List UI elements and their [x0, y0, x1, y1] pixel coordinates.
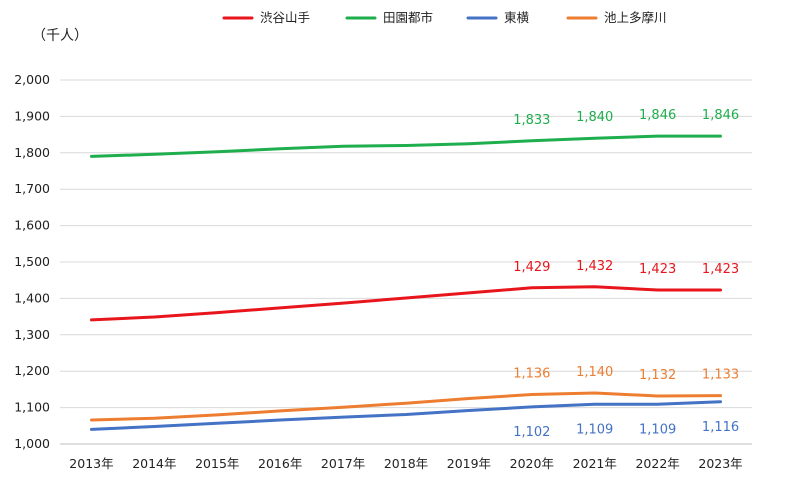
data-labels: 1,429 1,432 1,423 1,423 1,833 1,840 1,846 1,846… — [513, 108, 739, 440]
x-tick-label: 2021年 — [573, 456, 617, 471]
data-label: 1,846 — [639, 108, 676, 123]
y-tick-label: 1,700 — [14, 181, 50, 196]
x-tick-label: 2020年 — [510, 456, 554, 471]
series-line — [90, 285, 722, 322]
x-tick-label: 2014年 — [132, 456, 176, 471]
data-label: 1,840 — [576, 110, 613, 125]
x-tick-label: 2017年 — [321, 456, 365, 471]
data-label: 1,116 — [702, 420, 739, 435]
series-lines — [90, 134, 722, 431]
x-tick-label: 2013年 — [69, 456, 113, 471]
data-label: 1,429 — [513, 260, 550, 275]
legend-label: 渋谷山手 — [260, 10, 310, 25]
data-label: 1,136 — [513, 366, 550, 381]
data-label: 1,423 — [639, 262, 676, 277]
data-label: 1,140 — [576, 365, 613, 380]
y-tick-label: 1,200 — [14, 363, 50, 378]
data-label: 1,109 — [576, 422, 613, 437]
x-tick-label: 2015年 — [195, 456, 239, 471]
legend-label: 池上多摩川 — [604, 10, 667, 25]
y-tick-label: 1,300 — [14, 327, 50, 342]
x-tick-label: 2023年 — [698, 456, 742, 471]
legend-label: 東横 — [504, 10, 530, 25]
y-tick-label: 1,000 — [14, 436, 50, 451]
y-tick-label: 1,600 — [14, 218, 50, 233]
y-tick-label: 1,400 — [14, 290, 50, 305]
x-tick-label: 2022年 — [635, 456, 679, 471]
data-label: 1,102 — [513, 425, 550, 440]
data-label: 1,833 — [513, 113, 550, 128]
y-unit-label: （千人） — [32, 28, 88, 44]
series-line — [90, 134, 722, 158]
y-tick-label: 1,800 — [14, 145, 50, 160]
data-label: 1,132 — [639, 368, 676, 383]
y-tick-label: 1,500 — [14, 254, 50, 269]
data-label: 1,846 — [702, 108, 739, 123]
x-tick-label: 2019年 — [447, 456, 491, 471]
y-tick-label: 2,000 — [14, 72, 50, 87]
data-label: 1,109 — [639, 422, 676, 437]
data-label: 1,423 — [702, 262, 739, 277]
legend-label: 田園都市 — [383, 10, 433, 25]
x-tick-label: 2016年 — [258, 456, 302, 471]
y-tick-label: 1,900 — [14, 108, 50, 123]
x-tick-label: 2018年 — [384, 456, 428, 471]
data-label: 1,133 — [702, 368, 739, 383]
series-line — [90, 391, 722, 422]
legend: 渋谷山手 田園都市 東横 池上多摩川 — [222, 10, 667, 25]
axes: 1,000 1,100 1,200 1,300 1,400 1,500 1,600 1,700… — [14, 72, 752, 471]
data-label: 1,432 — [576, 259, 613, 274]
series-line — [90, 400, 722, 431]
y-tick-label: 1,100 — [14, 400, 50, 415]
